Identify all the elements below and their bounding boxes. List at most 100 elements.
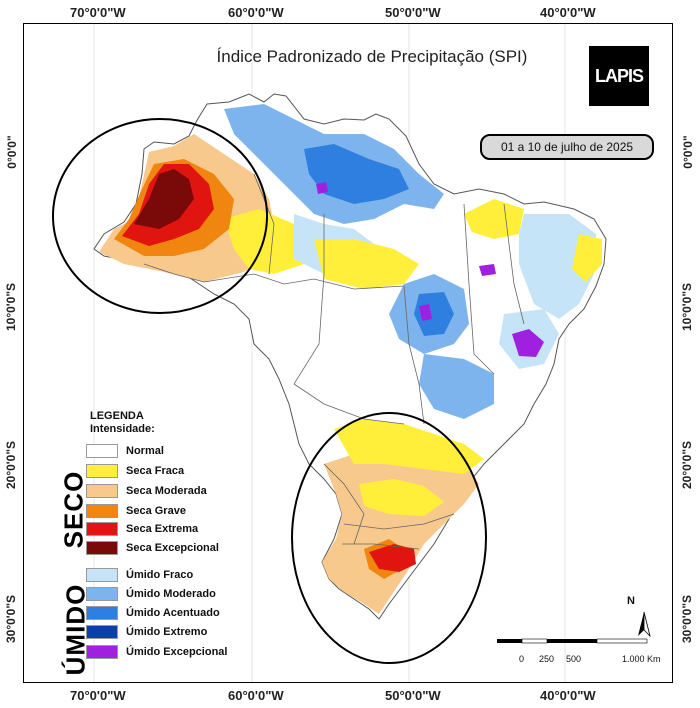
scale-seg-4: [596, 638, 648, 644]
scale-seg-3: [547, 639, 597, 643]
side-label-umido: ÚMIDO: [60, 583, 91, 676]
legend-title: LEGENDA: [90, 410, 144, 422]
scale-bar: [497, 638, 648, 644]
seca-fraca-center-north: [314, 239, 419, 289]
highlight-circle-south: [291, 412, 487, 664]
highlight-circle-northwest: [52, 118, 268, 314]
legend-item-umido-extremo: Úmido Extremo: [86, 625, 207, 639]
border-2: [293, 214, 325, 385]
lat-label-left-30: 30°0'0"S: [4, 594, 18, 644]
lat-label-right-20: 20°0'0"S: [680, 440, 694, 490]
lon-label-bottom-70: 70°0'0"W: [70, 688, 126, 703]
map-canvas: [52, 24, 651, 682]
lon-label-top-40: 40°0'0"W: [540, 5, 596, 20]
umido-excepcional-east: [512, 329, 544, 357]
lat-label-left-20: 20°0'0"S: [4, 440, 18, 490]
legend-swatch-umido-excepcional: [86, 645, 118, 659]
date-range-badge: 01 a 10 de julho de 2025: [480, 134, 654, 160]
legend-swatch-umido-acentuado: [86, 606, 118, 620]
legend-swatch-seca-extrema: [86, 522, 118, 536]
border-10: [143, 263, 255, 283]
lon-label-top-70: 70°0'0"W: [70, 5, 126, 20]
border-11: [253, 173, 275, 275]
legend-label-umido-fraco: Úmido Fraco: [126, 569, 194, 581]
umido-acentuado-north: [304, 144, 409, 204]
legend-subtitle: Intensidade:: [90, 423, 155, 435]
lat-label-left-10: 10°0'0"S: [4, 282, 18, 332]
umido-excepcional-north: [316, 182, 328, 194]
umido-fraco-ne: [519, 214, 596, 319]
legend-item-seca-fraca: Seca Fraca: [86, 464, 184, 478]
north-label: N: [627, 595, 635, 607]
legend-item-umido-excepcional: Úmido Excepcional: [86, 645, 227, 659]
legend-swatch-seca-fraca: [86, 464, 118, 478]
lapis-logo: LAPIS: [589, 46, 649, 106]
legend-label-seca-grave: Seca Grave: [126, 505, 186, 517]
scale-tick-250: 250: [539, 654, 555, 664]
scale-seg-1: [497, 639, 522, 643]
legend-label-umido-excepcional: Úmido Excepcional: [126, 646, 228, 658]
legend-item-normal: Normal: [86, 444, 164, 458]
lon-label-top-50: 50°0'0"W: [385, 5, 441, 20]
legend-swatch-umido-extremo: [86, 625, 118, 639]
legend-label-seca-moderada: Seca Moderada: [126, 485, 207, 497]
legend-swatch-umido-fraco: [86, 568, 118, 582]
map-frame: Índice Padronizado de Precipitação (SPI)…: [23, 23, 673, 683]
legend-item-seca-excepcional: Seca Excepcional: [86, 541, 219, 555]
legend-item-umido-fraco: Úmido Fraco: [86, 568, 193, 582]
side-label-seco: SECO: [58, 470, 89, 549]
scale-tick-0: 0: [519, 654, 525, 664]
lon-label-bottom-50: 50°0'0"W: [385, 688, 441, 703]
border-5: [503, 203, 525, 325]
lon-label-bottom-40: 40°0'0"W: [540, 688, 596, 703]
lat-label-right-30: 30°0'0"S: [680, 594, 694, 644]
legend-item-seca-grave: Seca Grave: [86, 504, 186, 518]
seca-fraca-south: [334, 419, 484, 474]
border-4: [463, 203, 495, 375]
legend-swatch-umido-moderado: [86, 587, 118, 601]
north-arrow-right: [643, 611, 651, 638]
lat-label-left-0: 0°0'0": [5, 135, 19, 169]
scale-tick-500: 500: [566, 654, 582, 664]
legend-label-umido-moderado: Úmido Moderado: [126, 588, 216, 600]
legend-swatch-seca-moderada: [86, 484, 118, 498]
scale-tick-1000: 1.000 Km: [622, 654, 661, 664]
legend-label-normal: Normal: [126, 445, 164, 457]
border-1: [253, 273, 405, 290]
lat-label-right-10: 10°0'0"S: [680, 282, 694, 332]
umido-excepcional-center: [419, 304, 432, 321]
umido-moderado-se: [419, 354, 494, 419]
seca-fraca-east-coast: [572, 234, 602, 282]
legend-item-seca-moderada: Seca Moderada: [86, 484, 207, 498]
border-9: [293, 383, 405, 425]
legend-label-seca-extrema: Seca Extrema: [126, 523, 199, 535]
legend-swatch-normal: [86, 444, 118, 458]
umido-acentuado-center: [414, 292, 454, 336]
legend-label-umido-extremo: Úmido Extremo: [126, 626, 208, 638]
north-arrow: [638, 611, 651, 638]
border-7: [343, 513, 455, 530]
border-3: [403, 285, 425, 425]
legend-item-seca-extrema: Seca Extrema: [86, 522, 198, 536]
legend-label-seca-fraca: Seca Fraca: [126, 465, 185, 477]
legend-swatch-seca-grave: [86, 504, 118, 518]
north-arrow-left: [638, 612, 644, 636]
legend-swatch-seca-excepcional: [86, 541, 118, 555]
seca-fraca-nw: [224, 209, 314, 274]
legend-item-umido-acentuado: Úmido Acentuado: [86, 606, 220, 620]
border-6: [323, 463, 365, 545]
scale-seg-2: [521, 638, 548, 644]
legend-item-umido-moderado: Úmido Moderado: [86, 587, 216, 601]
seca-fraca-ne: [464, 199, 524, 239]
lon-label-top-60: 60°0'0"W: [228, 5, 284, 20]
umido-excepcional-ne: [479, 264, 496, 276]
seca-fraca-parana: [359, 479, 444, 516]
lon-label-bottom-60: 60°0'0"W: [228, 688, 284, 703]
lat-label-right-0: 0°0'0": [681, 135, 695, 169]
state-borders: [143, 173, 525, 550]
border-8: [342, 543, 420, 550]
seca-excepcional-nw: [134, 169, 194, 229]
legend-label-seca-excepcional: Seca Excepcional: [126, 542, 219, 554]
map-title: Índice Padronizado de Precipitação (SPI): [216, 47, 528, 66]
seca-extrema-south: [369, 544, 416, 572]
